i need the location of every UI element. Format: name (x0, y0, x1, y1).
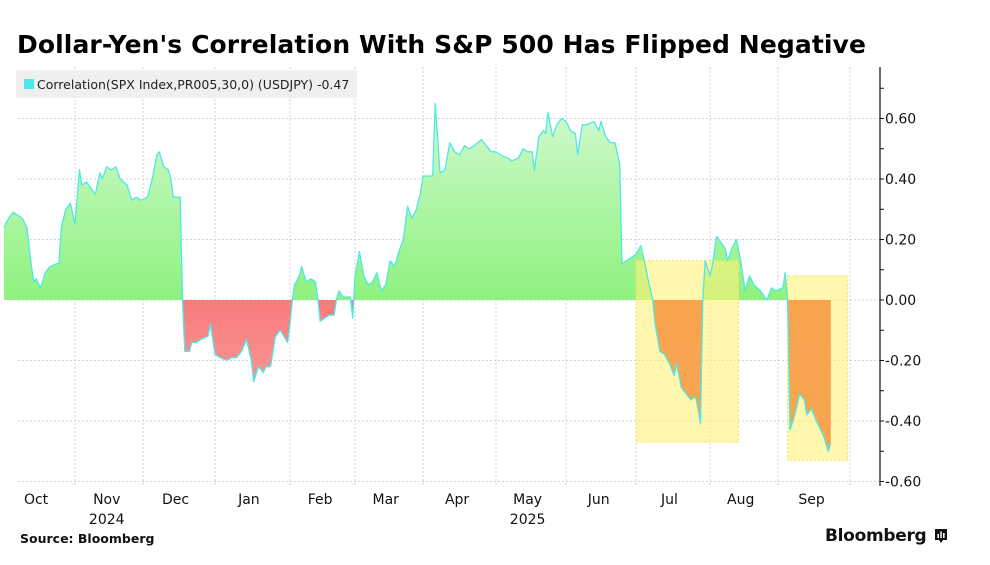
y-tick-label: -0.60 (885, 475, 921, 491)
x-tick-label: Sep (798, 492, 825, 508)
x-tick-label: Apr (445, 492, 469, 508)
x-tick-label: Dec (162, 492, 189, 508)
brand-logo: Bloomberg (825, 526, 948, 546)
y-tick-label: 0.20 (885, 233, 916, 249)
x-tick-label: Nov (93, 492, 120, 508)
x-tick-label: Mar (372, 492, 399, 508)
chart-title: Dollar-Yen's Correlation With S&P 500 Ha… (17, 30, 867, 59)
source-note: Source: Bloomberg (20, 531, 155, 546)
x-tick-label: Jun (587, 492, 610, 508)
x-tick-label: Jul (660, 492, 678, 508)
x-tick-label: Aug (727, 492, 754, 508)
bloomberg-chart-icon (935, 529, 948, 543)
correlation-line (3, 102, 832, 452)
positive-area-fill (4, 103, 831, 300)
legend-label: Correlation(SPX Index,PR005,30,0) (USDJP… (37, 76, 350, 92)
x-tick-label: Jan (237, 492, 260, 508)
legend: Correlation(SPX Index,PR005,30,0) (USDJP… (16, 70, 358, 98)
y-tick-label: -0.40 (885, 414, 921, 430)
y-tick-label: 0.00 (885, 293, 916, 309)
highlight-boxes (635, 260, 849, 461)
y-tick-label: 0.40 (885, 172, 916, 188)
series-lines (3, 102, 832, 452)
x-year-label: 2025 (510, 512, 546, 528)
x-tick-label: Feb (308, 492, 333, 508)
x-tick-label: May (513, 492, 542, 508)
y-tick-label: 0.60 (885, 112, 916, 128)
y-axis: 0.60 0.40 0.20 0.00 -0.20 -0.40 -0.60 (879, 67, 921, 491)
x-tick-label: Oct (24, 492, 49, 508)
legend-swatch (24, 79, 34, 89)
area-fills (4, 103, 831, 452)
brand-name: Bloomberg (825, 526, 927, 546)
x-axis-labels: Oct Nov 2024 Dec Jan Feb Mar Apr May 2025 Jun Jul Au… (24, 492, 825, 528)
x-year-label: 2024 (89, 512, 125, 528)
y-tick-label: -0.20 (885, 354, 921, 370)
